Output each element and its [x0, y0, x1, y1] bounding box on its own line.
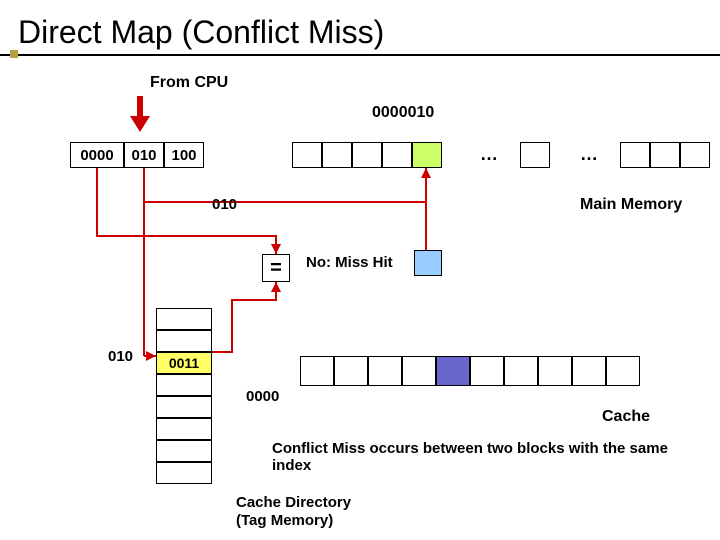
tagmem-cell [156, 418, 212, 440]
tag-memory: 0011 [156, 308, 212, 484]
cache-cell [368, 356, 402, 386]
miss-block-icon [414, 250, 442, 276]
directory-label-1: Cache Directory [236, 494, 351, 511]
cache-cell [504, 356, 538, 386]
mem-cell [680, 142, 710, 168]
cpu-address: 0000 010 100 [70, 142, 204, 168]
mem-cell [382, 142, 412, 168]
main-memory-left [292, 142, 442, 168]
cache-cell [402, 356, 436, 386]
mem-cell [620, 142, 650, 168]
cache-row [300, 356, 640, 386]
mem-cell [352, 142, 382, 168]
cache-cell [538, 356, 572, 386]
main-memory-label: Main Memory [580, 196, 682, 214]
tag-out-label: 0000 [246, 388, 279, 405]
cache-cell [572, 356, 606, 386]
from-cpu-label: From CPU [150, 74, 228, 92]
memory-address-label: 0000010 [372, 104, 434, 122]
tagmem-cell [156, 374, 212, 396]
tagmem-cell [156, 396, 212, 418]
cache-label: Cache [602, 408, 650, 426]
addr-index: 010 [124, 142, 164, 168]
cache-cell [436, 356, 470, 386]
ellipsis-1: … [480, 144, 498, 165]
comparator: = [262, 254, 290, 282]
page-title: Direct Map (Conflict Miss) [18, 14, 384, 51]
ellipsis-2: … [580, 144, 598, 165]
mem-cell [520, 142, 550, 168]
cache-cell [470, 356, 504, 386]
addr-tag: 0000 [70, 142, 124, 168]
tagmem-cell [156, 308, 212, 330]
tagmem-cell: 0011 [156, 352, 212, 374]
main-memory-right [620, 142, 710, 168]
mem-cell [412, 142, 442, 168]
cache-cell [334, 356, 368, 386]
cache-cell [606, 356, 640, 386]
mem-cell [292, 142, 322, 168]
title-underline [0, 54, 720, 56]
miss-label: No: Miss Hit [306, 254, 393, 271]
cache-index-label: 010 [108, 348, 133, 365]
directory-label-2: (Tag Memory) [236, 512, 333, 529]
tagmem-cell [156, 462, 212, 484]
main-memory-mid [520, 142, 550, 168]
cache-cell [300, 356, 334, 386]
conflict-note: Conflict Miss occurs between two blocks … [272, 440, 692, 474]
mem-cell [650, 142, 680, 168]
tagmem-cell [156, 440, 212, 462]
addr-offset: 100 [164, 142, 204, 168]
index-wire-label: 010 [212, 196, 237, 213]
mem-cell [322, 142, 352, 168]
title-accent-icon [10, 50, 18, 58]
tagmem-cell [156, 330, 212, 352]
